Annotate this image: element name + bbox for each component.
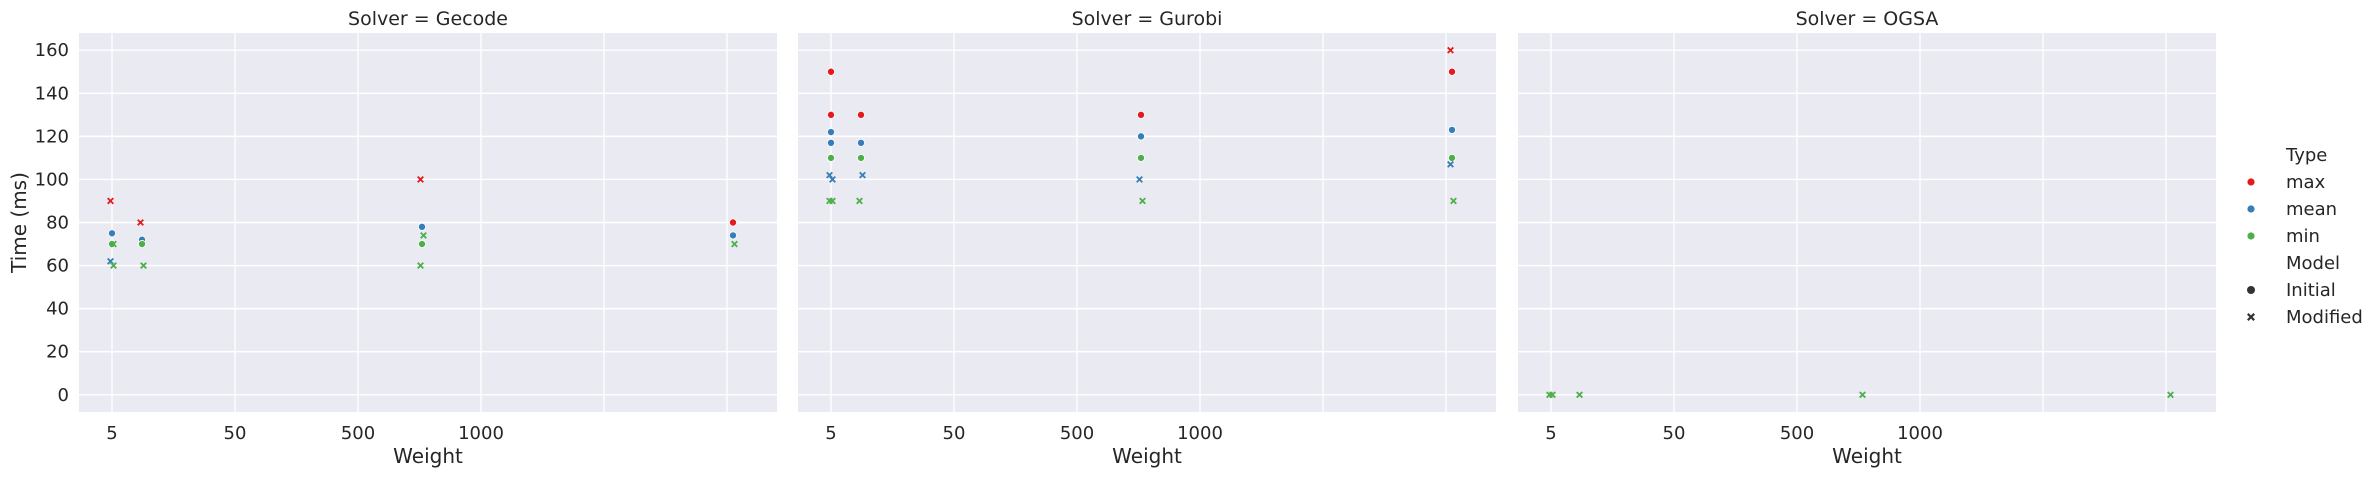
legend-marker-mean [2246,204,2256,214]
x-tick-label: 5 [825,423,836,444]
data-point [108,240,117,249]
data-point [1448,153,1457,162]
data-point [137,240,146,249]
data-point [1859,391,1866,399]
legend-label-max: max [2286,172,2326,193]
data-point [1576,391,1583,399]
legend-marker-min [2246,231,2256,241]
y-tick-label: 100 [35,169,69,190]
data-point [140,262,147,270]
x-tick-label: 5 [1545,423,1556,444]
legend-marker-modified [2247,313,2255,321]
data-point [857,153,866,162]
legend-label-modified: Modified [2286,307,2363,328]
panel-title: Solver = Gurobi [1072,8,1223,30]
x-axis-label: Weight [393,444,463,468]
y-tick-label: 160 [35,40,69,61]
y-tick-label: 120 [35,126,69,147]
x-axis-label: Weight [1112,444,1182,468]
data-point [827,128,836,137]
data-point [1549,391,1556,399]
data-point [417,262,424,270]
data-point [137,219,144,226]
data-point [110,240,117,248]
data-point [417,175,424,183]
legend-title-type: Type [2285,145,2327,166]
y-tick-label: 0 [58,385,69,406]
data-point [107,257,114,265]
legend-label-mean: mean [2286,199,2337,220]
data-point [829,175,836,183]
data-point [729,218,738,227]
data-point [856,197,863,205]
x-tick-label: 50 [1663,423,1686,444]
x-tick-label: 5 [106,423,117,444]
data-point [827,138,836,147]
data-point [829,197,836,205]
x-tick-label: 500 [1060,423,1094,444]
data-point [1448,125,1457,134]
data-point [420,231,427,239]
data-point [110,262,117,270]
data-point [827,67,836,76]
x-axis-label: Weight [1832,444,1902,468]
data-point [1450,197,1457,205]
y-axis-label: Time (ms) [7,172,31,274]
data-point [1137,110,1146,119]
data-point [1137,132,1146,141]
x-tick-label: 1000 [1897,423,1943,444]
data-point [417,222,426,231]
y-tick-label: 80 [46,213,69,234]
x-tick-label: 50 [224,423,247,444]
x-tick-label: 1000 [1177,423,1223,444]
data-point [1448,67,1457,76]
data-point [1139,197,1146,205]
data-point [417,240,426,249]
x-tick-label: 1000 [458,423,504,444]
panel-title: Solver = Gecode [348,8,508,30]
legend-marker-max [2246,177,2256,187]
x-tick-label: 500 [341,423,375,444]
legend-title-model: Model [2286,253,2340,274]
x-tick-label: 50 [943,423,966,444]
data-point [827,110,836,119]
panel-title: Solver = OGSA [1796,8,1939,30]
data-point [1447,160,1454,168]
data-point [827,153,836,162]
data-point [859,171,866,179]
y-tick-label: 60 [46,256,69,277]
data-point [2167,391,2174,399]
data-point [1137,153,1146,162]
y-tick-label: 40 [46,299,69,320]
data-point [1136,175,1143,183]
x-tick-label: 500 [1780,423,1814,444]
data-point [1447,46,1454,54]
legend-label-initial: Initial [2286,280,2336,301]
data-point [729,231,738,240]
data-point [857,138,866,147]
y-tick-label: 20 [46,342,69,363]
data-point [826,171,833,179]
data-point [108,229,117,238]
data-point [731,240,738,248]
data-point [857,110,866,119]
legend-label-min: min [2286,226,2320,247]
y-tick-label: 140 [35,83,69,104]
legend: Type max mean min Model Initial Modified [2246,145,2363,328]
data-point [107,197,114,205]
legend-marker-initial [2247,286,2255,294]
